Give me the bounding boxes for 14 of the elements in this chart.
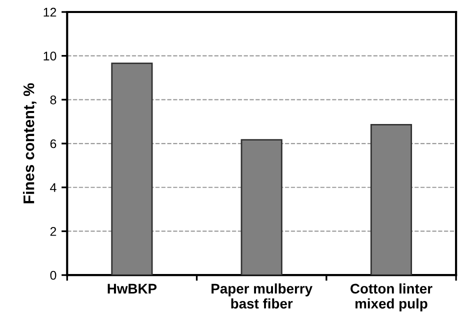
y-tick-label: 8 bbox=[50, 95, 56, 104]
x-tick-label: Cotton linter mixed pulp bbox=[350, 283, 432, 312]
y-tick-label: 10 bbox=[44, 52, 56, 60]
y-tick-label: 0 bbox=[50, 270, 56, 280]
y-tick-label: 4 bbox=[50, 183, 56, 192]
y-tick-label: 12 bbox=[44, 8, 56, 17]
x-tick-label: HwBKP bbox=[108, 284, 157, 294]
bar bbox=[111, 62, 153, 276]
y-tick-label: 6 bbox=[50, 139, 56, 148]
bar bbox=[370, 124, 412, 276]
y-axis-title: Fines content, % bbox=[23, 83, 36, 204]
x-tick-label: Paper mulberry bast fiber bbox=[212, 283, 312, 309]
bar bbox=[240, 139, 282, 276]
y-tick-label: 2 bbox=[50, 227, 56, 236]
